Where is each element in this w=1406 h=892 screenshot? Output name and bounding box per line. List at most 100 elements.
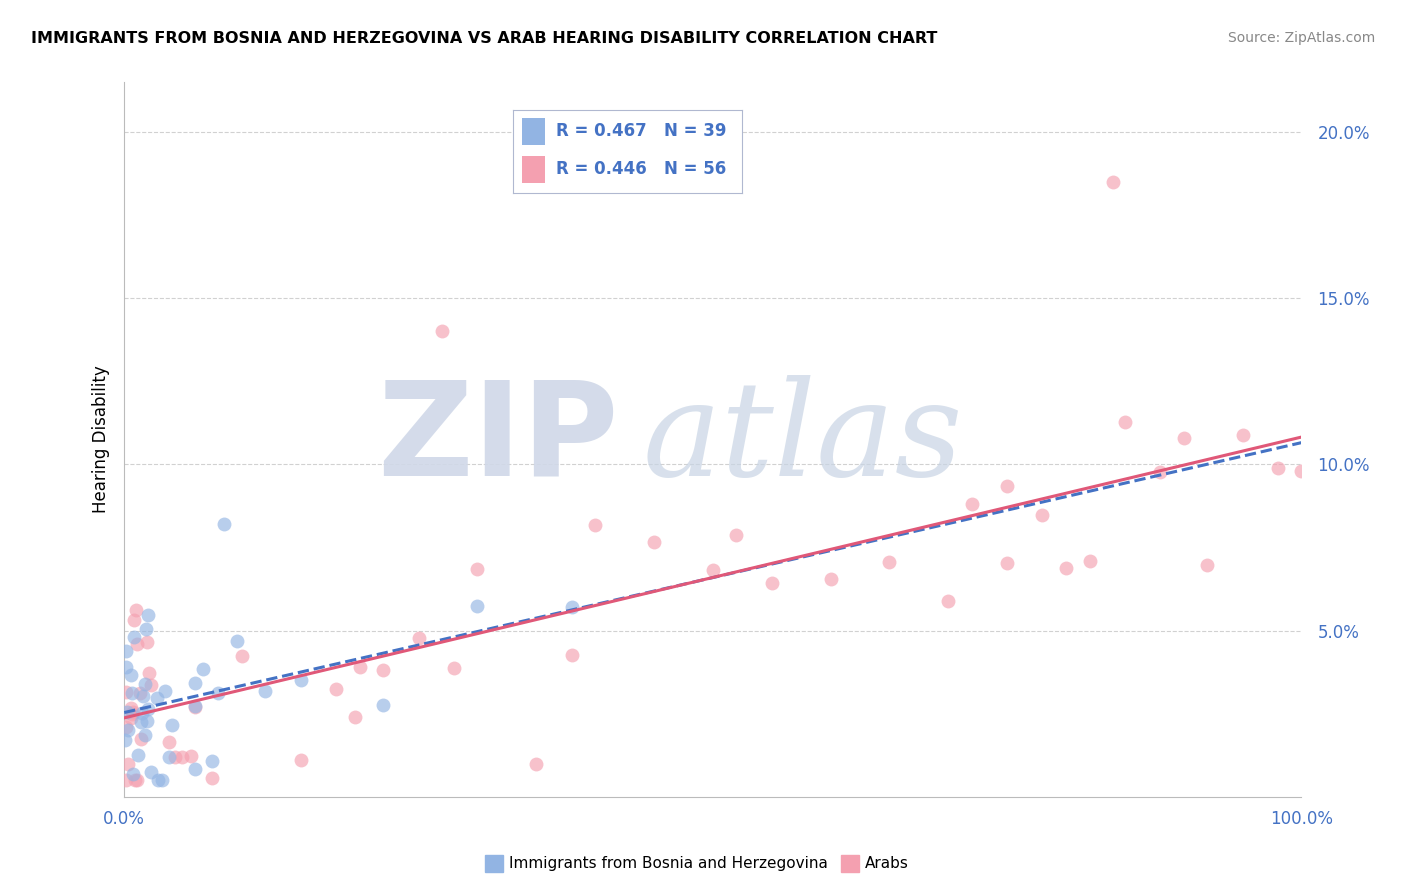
- Point: [231, 649, 253, 664]
- Y-axis label: Hearing Disability: Hearing Disability: [93, 366, 110, 513]
- Point: [408, 631, 430, 645]
- Point: [325, 681, 347, 696]
- Point: [254, 684, 277, 698]
- Point: [138, 666, 160, 681]
- Point: [127, 637, 149, 651]
- Point: [960, 497, 983, 511]
- Point: [114, 685, 136, 699]
- Point: [561, 648, 583, 662]
- Point: [121, 705, 143, 719]
- Point: [135, 622, 157, 636]
- Point: [129, 732, 152, 747]
- Point: [995, 479, 1018, 493]
- Point: [184, 763, 207, 777]
- Point: [134, 677, 156, 691]
- Point: [146, 773, 169, 788]
- Point: [127, 747, 149, 762]
- Point: [157, 750, 180, 764]
- Point: [163, 750, 186, 764]
- Point: [583, 518, 606, 533]
- Text: ZIP: ZIP: [377, 376, 619, 503]
- Point: [1031, 508, 1053, 522]
- Point: [180, 749, 202, 764]
- Point: [524, 757, 547, 772]
- Point: [207, 686, 229, 700]
- Point: [1078, 554, 1101, 568]
- Point: [136, 607, 159, 622]
- Point: [443, 661, 465, 675]
- Point: [1232, 428, 1254, 442]
- Point: [290, 673, 312, 688]
- Point: [122, 767, 145, 781]
- Point: [820, 573, 842, 587]
- Point: [114, 733, 136, 747]
- Point: [125, 773, 148, 788]
- Point: [1173, 431, 1195, 445]
- Point: [120, 701, 142, 715]
- Point: [134, 728, 156, 742]
- Point: [120, 711, 142, 725]
- Point: [121, 707, 143, 722]
- Point: [121, 686, 143, 700]
- Point: [373, 698, 395, 713]
- Point: [136, 701, 159, 715]
- Point: [1054, 561, 1077, 575]
- Point: [201, 771, 224, 785]
- Point: [122, 631, 145, 645]
- Point: [467, 562, 489, 576]
- Point: [141, 764, 163, 779]
- Point: [225, 634, 247, 648]
- Text: Source: ZipAtlas.com: Source: ZipAtlas.com: [1227, 31, 1375, 45]
- Point: [124, 603, 146, 617]
- Point: [139, 678, 162, 692]
- Point: [995, 556, 1018, 570]
- Point: [115, 720, 138, 734]
- Point: [135, 634, 157, 648]
- Point: [150, 773, 173, 788]
- Point: [153, 684, 176, 698]
- Text: atlas: atlas: [643, 375, 963, 504]
- Point: [879, 556, 901, 570]
- Point: [290, 753, 312, 767]
- Point: [1197, 558, 1219, 572]
- Point: [702, 563, 724, 577]
- Point: [117, 757, 139, 772]
- Point: [184, 699, 207, 714]
- Text: Immigrants from Bosnia and Herzegovina: Immigrants from Bosnia and Herzegovina: [509, 856, 828, 871]
- Point: [131, 706, 153, 721]
- Point: [1291, 464, 1313, 478]
- Point: [124, 773, 146, 788]
- Point: [129, 715, 152, 730]
- Point: [201, 754, 224, 768]
- Point: [349, 660, 371, 674]
- Point: [1149, 465, 1171, 479]
- Point: [136, 714, 159, 729]
- Point: [184, 675, 207, 690]
- Point: [467, 599, 489, 613]
- Point: [132, 689, 155, 703]
- Point: [172, 749, 194, 764]
- Point: [117, 723, 139, 738]
- Point: [761, 575, 783, 590]
- Point: [129, 685, 152, 699]
- Point: [115, 644, 138, 658]
- Point: [124, 613, 146, 627]
- Point: [430, 324, 453, 338]
- Point: [1114, 416, 1136, 430]
- Point: [115, 705, 138, 719]
- Point: [184, 700, 207, 714]
- Text: IMMIGRANTS FROM BOSNIA AND HERZEGOVINA VS ARAB HEARING DISABILITY CORRELATION CH: IMMIGRANTS FROM BOSNIA AND HERZEGOVINA V…: [31, 31, 938, 46]
- Text: Arabs: Arabs: [865, 856, 908, 871]
- Point: [145, 691, 167, 706]
- Point: [214, 517, 236, 532]
- Point: [191, 662, 214, 676]
- Point: [160, 718, 183, 732]
- Point: [115, 660, 138, 674]
- Point: [343, 710, 366, 724]
- Point: [157, 735, 180, 749]
- Point: [561, 599, 583, 614]
- Point: [936, 593, 959, 607]
- Point: [120, 668, 142, 682]
- Point: [115, 773, 138, 788]
- Point: [373, 663, 395, 677]
